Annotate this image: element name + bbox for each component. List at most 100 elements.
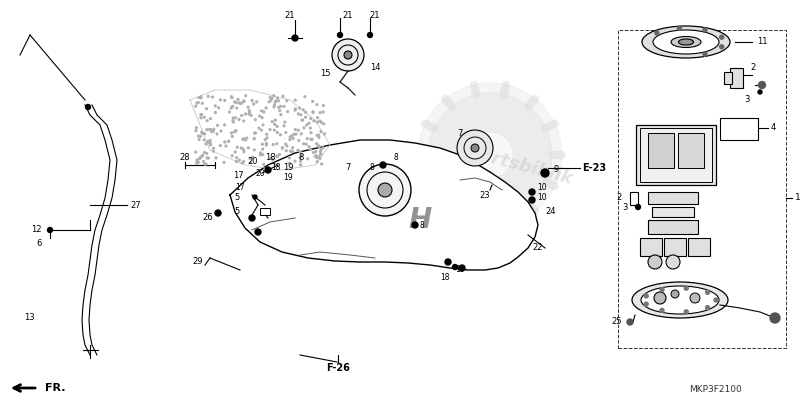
Circle shape [304, 96, 306, 98]
Circle shape [314, 156, 316, 157]
Circle shape [213, 129, 214, 130]
Circle shape [315, 151, 317, 152]
Bar [648, 133, 674, 168]
Circle shape [305, 116, 306, 118]
Circle shape [230, 107, 232, 109]
Circle shape [206, 157, 208, 159]
Circle shape [289, 157, 290, 159]
Circle shape [234, 131, 237, 132]
Circle shape [313, 152, 314, 154]
Text: 14: 14 [370, 64, 380, 72]
Circle shape [306, 143, 307, 145]
Circle shape [282, 147, 283, 148]
Circle shape [312, 100, 314, 102]
Circle shape [666, 255, 680, 269]
Circle shape [195, 130, 197, 132]
Circle shape [684, 286, 688, 290]
Circle shape [246, 137, 248, 139]
Text: 11: 11 [757, 37, 767, 47]
Circle shape [215, 210, 221, 216]
Text: 10: 10 [537, 183, 547, 193]
Circle shape [269, 129, 271, 131]
Circle shape [644, 302, 648, 306]
Circle shape [241, 115, 242, 117]
Text: 13: 13 [24, 314, 35, 322]
Circle shape [292, 138, 294, 139]
Circle shape [324, 133, 326, 135]
Circle shape [305, 111, 306, 113]
Circle shape [300, 160, 302, 162]
Circle shape [286, 145, 288, 147]
Circle shape [232, 105, 234, 107]
Text: 2: 2 [750, 64, 755, 72]
Circle shape [367, 33, 373, 37]
Circle shape [316, 157, 318, 158]
Circle shape [320, 148, 322, 150]
Ellipse shape [642, 26, 730, 58]
Text: 28: 28 [180, 154, 190, 162]
Circle shape [298, 140, 300, 141]
Circle shape [234, 151, 236, 153]
Circle shape [627, 319, 633, 325]
Circle shape [445, 259, 451, 265]
Circle shape [294, 160, 296, 162]
Text: 1: 1 [795, 193, 800, 203]
Text: 18: 18 [265, 152, 275, 162]
Circle shape [321, 122, 322, 123]
Circle shape [242, 120, 245, 122]
Circle shape [283, 125, 285, 127]
Bar [688, 238, 710, 256]
Text: 2: 2 [617, 193, 622, 201]
Circle shape [237, 99, 239, 100]
Circle shape [262, 117, 263, 119]
Circle shape [234, 101, 235, 103]
Text: 24: 24 [546, 207, 556, 217]
Text: partsbiklik: partsbiklik [466, 142, 574, 188]
Circle shape [230, 132, 233, 134]
Bar [678, 133, 704, 168]
Bar [648, 192, 698, 204]
Bar [724, 72, 732, 84]
Circle shape [262, 124, 264, 126]
Circle shape [268, 101, 270, 103]
Bar [648, 220, 698, 234]
Circle shape [278, 100, 279, 102]
Circle shape [238, 102, 240, 104]
Circle shape [706, 290, 710, 294]
Circle shape [254, 149, 255, 151]
Circle shape [318, 146, 320, 148]
Circle shape [200, 117, 202, 119]
Circle shape [295, 133, 297, 135]
Circle shape [273, 106, 275, 108]
Circle shape [254, 138, 255, 139]
Text: F-26: F-26 [326, 363, 350, 373]
Circle shape [310, 138, 312, 140]
Circle shape [428, 93, 552, 217]
Circle shape [214, 105, 216, 107]
Text: 29: 29 [193, 258, 203, 267]
Circle shape [270, 97, 271, 98]
Bar [720, 118, 758, 140]
Text: 8: 8 [370, 164, 374, 172]
Circle shape [266, 144, 267, 146]
Circle shape [248, 113, 250, 115]
Circle shape [292, 147, 294, 149]
Circle shape [310, 127, 311, 129]
Bar [640, 128, 712, 182]
Circle shape [241, 102, 242, 104]
Text: 23: 23 [480, 191, 490, 199]
Circle shape [274, 164, 276, 165]
Text: E-23: E-23 [582, 163, 606, 173]
Circle shape [270, 157, 272, 159]
Circle shape [265, 107, 267, 109]
Circle shape [272, 144, 274, 145]
Circle shape [285, 132, 286, 133]
Circle shape [265, 167, 271, 173]
Circle shape [644, 294, 648, 298]
Text: 22: 22 [533, 244, 543, 252]
Circle shape [278, 106, 280, 108]
Circle shape [242, 138, 245, 140]
Ellipse shape [653, 30, 719, 54]
Circle shape [299, 157, 301, 159]
Circle shape [263, 111, 265, 113]
